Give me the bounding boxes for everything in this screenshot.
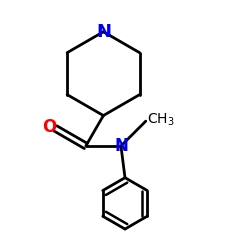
Text: O: O [42, 118, 56, 136]
Text: N: N [114, 137, 128, 155]
Text: N: N [96, 23, 111, 41]
Text: CH$_3$: CH$_3$ [147, 112, 174, 128]
